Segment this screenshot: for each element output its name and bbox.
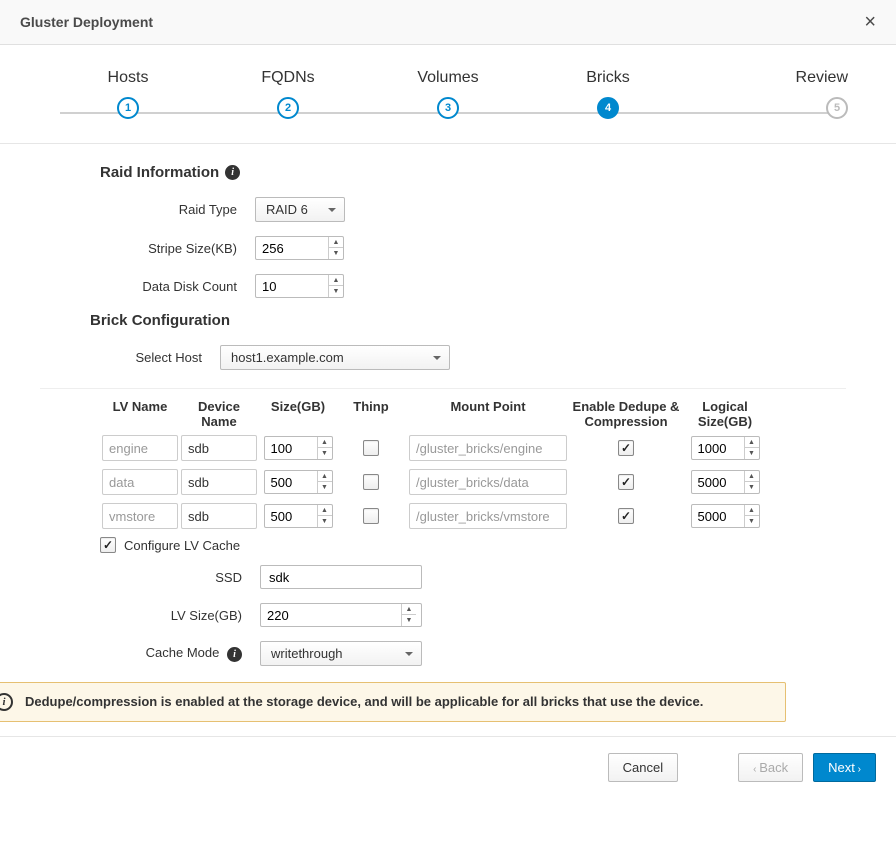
info-icon[interactable]: i: [227, 647, 242, 662]
size-input[interactable]: ▲▼: [264, 470, 333, 494]
stripe-field[interactable]: [256, 238, 328, 259]
step-circle: 2: [277, 97, 299, 119]
lv-name-input[interactable]: [102, 469, 178, 495]
lv-name-input[interactable]: [102, 435, 178, 461]
col-lv: LV Name: [100, 399, 180, 429]
cache-mode-select[interactable]: writethrough: [260, 641, 422, 666]
col-mp: Mount Point: [404, 399, 572, 429]
bricks-heading-text: Brick Configuration: [90, 312, 230, 329]
col-dedupe: Enable Dedupe & Compression: [572, 399, 680, 429]
step-label: FQDNs: [261, 69, 314, 87]
modal-header: Gluster Deployment ×: [0, 0, 896, 45]
dedupe-checkbox[interactable]: [618, 508, 634, 524]
modal-footer: Cancel ‹ Back Next ›: [0, 736, 896, 798]
step-circle: 4: [597, 97, 619, 119]
raid-heading: Raid Information i: [100, 164, 846, 181]
dedupe-checkbox[interactable]: [618, 474, 634, 490]
thinp-checkbox[interactable]: [363, 508, 379, 524]
disk-count-row: Data Disk Count ▲▼: [100, 274, 846, 298]
disk-count-input[interactable]: ▲▼: [255, 274, 344, 298]
thinp-checkbox[interactable]: [363, 474, 379, 490]
disk-count-field[interactable]: [256, 276, 328, 297]
select-host-label: Select Host: [100, 350, 220, 365]
alert-box: i Dedupe/compression is enabled at the s…: [0, 682, 786, 722]
size-input[interactable]: ▲▼: [264, 436, 333, 460]
step-bricks[interactable]: Bricks 4: [528, 69, 688, 119]
info-icon: i: [0, 693, 13, 711]
spinner-icons[interactable]: ▲▼: [328, 275, 343, 297]
stripe-input[interactable]: ▲▼: [255, 236, 344, 260]
info-icon[interactable]: i: [225, 165, 240, 180]
ssd-input[interactable]: [260, 565, 422, 589]
modal-body: Raid Information i Raid Type RAID 6 Stri…: [0, 144, 896, 722]
raid-type-label: Raid Type: [100, 202, 255, 217]
spinner-icons[interactable]: ▲▼: [328, 237, 343, 259]
table-row: ▲▼ ▲▼: [40, 503, 846, 529]
step-circle: 5: [826, 97, 848, 119]
spinner-icons[interactable]: ▲▼: [401, 604, 416, 626]
mount-point-input[interactable]: [409, 435, 567, 461]
step-hosts[interactable]: Hosts 1: [48, 69, 208, 119]
select-host-select[interactable]: host1.example.com: [220, 345, 450, 370]
thinp-checkbox[interactable]: [363, 440, 379, 456]
lv-cache-checkbox[interactable]: [100, 537, 116, 553]
table-row: ▲▼ ▲▼: [40, 435, 846, 461]
stripe-label: Stripe Size(KB): [100, 241, 255, 256]
modal-title: Gluster Deployment: [20, 14, 153, 30]
device-input[interactable]: [181, 469, 257, 495]
cancel-button[interactable]: Cancel: [608, 753, 678, 782]
raid-type-row: Raid Type RAID 6: [100, 197, 846, 222]
col-size: Size(GB): [258, 399, 338, 429]
ssd-label: SSD: [40, 570, 260, 585]
wizard-steps: Hosts 1 FQDNs 2 Volumes 3 Bricks 4 Revie…: [0, 45, 896, 144]
logical-size-input[interactable]: ▲▼: [691, 436, 760, 460]
device-input[interactable]: [181, 503, 257, 529]
disk-count-label: Data Disk Count: [100, 279, 255, 294]
lv-size-label: LV Size(GB): [40, 608, 260, 623]
lv-name-input[interactable]: [102, 503, 178, 529]
device-input[interactable]: [181, 435, 257, 461]
step-label: Review: [796, 69, 848, 87]
table-row: ▲▼ ▲▼: [40, 469, 846, 495]
step-review[interactable]: Review 5: [688, 69, 848, 119]
step-label: Volumes: [417, 69, 478, 87]
back-button[interactable]: ‹ Back: [738, 753, 803, 782]
logical-size-input[interactable]: ▲▼: [691, 470, 760, 494]
next-button[interactable]: Next ›: [813, 753, 876, 782]
step-volumes[interactable]: Volumes 3: [368, 69, 528, 119]
lv-cache-label: Configure LV Cache: [124, 538, 240, 553]
close-icon[interactable]: ×: [864, 12, 876, 32]
cache-mode-label: Cache Mode i: [40, 645, 260, 662]
stripe-row: Stripe Size(KB) ▲▼: [100, 236, 846, 260]
step-circle: 3: [437, 97, 459, 119]
step-label: Bricks: [586, 69, 630, 87]
lv-cache-row: Configure LV Cache: [100, 537, 846, 553]
lv-size-input[interactable]: ▲▼: [260, 603, 422, 627]
raid-heading-text: Raid Information: [100, 164, 219, 181]
raid-type-select[interactable]: RAID 6: [255, 197, 345, 222]
mount-point-input[interactable]: [409, 469, 567, 495]
step-circle: 1: [117, 97, 139, 119]
mount-point-input[interactable]: [409, 503, 567, 529]
logical-size-input[interactable]: ▲▼: [691, 504, 760, 528]
lv-size-field[interactable]: [261, 605, 401, 626]
select-host-row: Select Host host1.example.com: [100, 345, 846, 370]
step-fqdns[interactable]: FQDNs 2: [208, 69, 368, 119]
bricks-table: LV Name Device Name Size(GB) Thinp Mount…: [40, 388, 846, 722]
bricks-heading: Brick Configuration: [90, 312, 846, 329]
col-thinp: Thinp: [338, 399, 404, 429]
col-dev: Device Name: [180, 399, 258, 429]
dedupe-checkbox[interactable]: [618, 440, 634, 456]
alert-text: Dedupe/compression is enabled at the sto…: [25, 693, 703, 711]
cache-fields: SSD LV Size(GB) ▲▼ Cache Mode i writethr…: [40, 565, 846, 666]
table-header: LV Name Device Name Size(GB) Thinp Mount…: [40, 399, 846, 435]
size-input[interactable]: ▲▼: [264, 504, 333, 528]
step-label: Hosts: [108, 69, 149, 87]
col-logical: Logical Size(GB): [680, 399, 770, 429]
